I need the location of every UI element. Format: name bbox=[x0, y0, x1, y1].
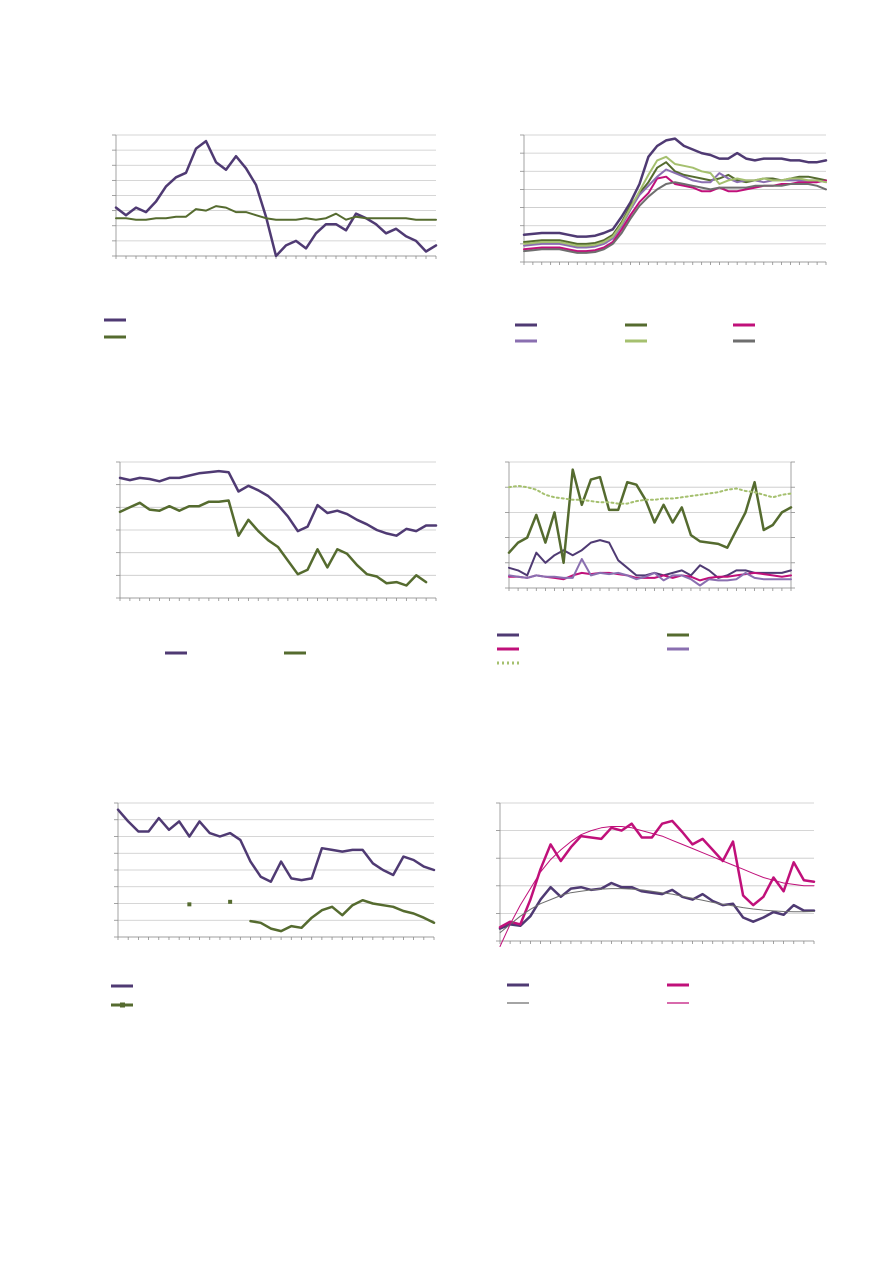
series-line-s2 bbox=[523, 161, 827, 245]
series-line-s2 bbox=[249, 898, 436, 933]
series-line-s2 bbox=[498, 819, 816, 929]
chart-6 bbox=[496, 802, 816, 1004]
series-line-s3 bbox=[499, 888, 815, 934]
gridlines bbox=[505, 461, 795, 589]
gridlines bbox=[112, 134, 436, 257]
series-point-s2 bbox=[228, 899, 233, 904]
series-line-s6 bbox=[523, 181, 827, 254]
series-line-s2 bbox=[115, 205, 437, 221]
series-line-s1 bbox=[116, 808, 436, 883]
gridlines bbox=[116, 461, 436, 599]
series-line-s1 bbox=[114, 139, 438, 258]
chart-5 bbox=[111, 802, 436, 1008]
legend bbox=[507, 983, 689, 1004]
gridlines bbox=[496, 802, 814, 942]
series-line-s4 bbox=[499, 826, 815, 947]
series-line-s2 bbox=[507, 468, 793, 565]
series-line-s1 bbox=[522, 137, 828, 238]
legend bbox=[111, 984, 133, 1008]
series-point-s2 bbox=[187, 902, 192, 907]
series-line-s4 bbox=[508, 558, 792, 587]
series-line-s1 bbox=[118, 469, 438, 537]
legend bbox=[104, 318, 126, 339]
series-line-s5 bbox=[523, 155, 827, 247]
series-line-s1 bbox=[508, 539, 792, 579]
legend bbox=[497, 633, 689, 665]
chart-3 bbox=[116, 461, 438, 655]
legend-marker-s2 bbox=[120, 1002, 125, 1008]
series-line-s2 bbox=[118, 499, 428, 587]
chart-1 bbox=[104, 134, 438, 339]
chart-2 bbox=[515, 134, 828, 343]
series-line-s3 bbox=[523, 175, 827, 253]
chart-4 bbox=[497, 461, 795, 665]
legend bbox=[515, 323, 755, 343]
series-line-s5 bbox=[508, 484, 792, 505]
series-line-s1 bbox=[498, 881, 816, 930]
